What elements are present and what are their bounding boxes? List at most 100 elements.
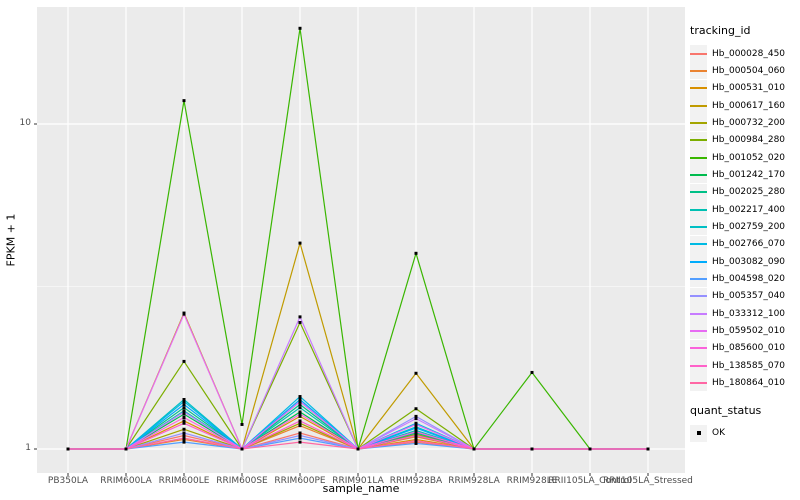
legend-key-line xyxy=(690,191,707,194)
data-point xyxy=(182,406,186,410)
legend-key-box xyxy=(690,287,707,305)
legend-key-box xyxy=(690,424,707,442)
x-tick-label: RRIM901LA xyxy=(332,476,384,486)
x-tick-label: RRIM928LE xyxy=(506,476,558,486)
data-point xyxy=(240,447,244,451)
x-tick-label: RRIM928LA xyxy=(448,476,500,486)
legend-item-label: Hb_001242_170 xyxy=(712,169,786,180)
x-axis-title: sample_name xyxy=(322,482,400,495)
data-point xyxy=(182,419,186,423)
data-point xyxy=(182,421,186,425)
legend-key-line xyxy=(690,243,707,246)
legend-item-Hb_059502_010: Hb_059502_010 xyxy=(690,322,785,340)
legend-key-line xyxy=(690,225,707,228)
y-tick-label: 1 xyxy=(25,443,31,453)
x-tick-label: RRIM600SE xyxy=(216,476,268,486)
legend-key-box xyxy=(690,79,707,97)
legend-key-line xyxy=(690,121,707,124)
legend-item-Hb_001242_170: Hb_001242_170 xyxy=(690,166,786,184)
x-tick-label: RRIM928BA xyxy=(389,476,443,486)
legend-key-line xyxy=(690,173,707,176)
legend-key-box xyxy=(690,97,707,115)
data-point xyxy=(182,359,186,363)
data-point xyxy=(182,431,186,435)
data-point xyxy=(414,251,418,255)
data-point xyxy=(298,241,302,245)
data-point xyxy=(182,410,186,414)
legend-item-Hb_000028_450: Hb_000028_450 xyxy=(690,45,786,63)
data-point xyxy=(530,370,534,374)
legend: tracking_id Hb_000028_450 Hb_000504_060 Hb… xyxy=(690,24,785,442)
legend-item-label: Hb_001052_020 xyxy=(712,152,786,163)
legend-item-Hb_002217_400: Hb_002217_400 xyxy=(690,201,786,219)
legend-item-label: Hb_002766_070 xyxy=(712,239,786,250)
data-point xyxy=(298,410,302,414)
data-point xyxy=(66,447,70,451)
legend-key-line xyxy=(690,312,707,315)
data-point xyxy=(414,439,418,443)
data-point xyxy=(298,406,302,410)
legend-item-Hb_004598_020: Hb_004598_020 xyxy=(690,270,786,288)
data-point xyxy=(298,431,302,435)
legend-item-label: Hb_138585_070 xyxy=(712,360,786,371)
data-point xyxy=(298,436,302,440)
data-point xyxy=(298,315,302,319)
legend-key-line xyxy=(690,364,707,367)
legend-key-box xyxy=(690,45,707,63)
legend-title-quant-status: quant_status xyxy=(690,403,762,417)
legend-key-box xyxy=(690,131,707,149)
x-tick-label: RRIM600LA xyxy=(100,476,152,486)
x-tick-label: RRIM600PE xyxy=(274,476,326,486)
legend-title-tracking-id: tracking_id xyxy=(690,24,751,37)
legend-key-line xyxy=(690,329,707,332)
legend-key-line xyxy=(690,381,707,384)
data-point xyxy=(298,419,302,423)
data-point xyxy=(472,447,476,451)
legend-key-box xyxy=(690,357,707,375)
data-point xyxy=(414,371,418,375)
data-point xyxy=(182,99,186,103)
legend-item-Hb_000732_200: Hb_000732_200 xyxy=(690,114,785,132)
x-tick-label: RRII105LA_Control xyxy=(548,476,632,486)
legend-key-box xyxy=(690,339,707,357)
data-point xyxy=(182,403,186,407)
legend-key-line xyxy=(690,69,707,72)
legend-item-label: Hb_004598_020 xyxy=(712,273,786,284)
legend-item-label: Hb_002217_400 xyxy=(712,204,786,215)
data-point xyxy=(124,447,128,451)
legend-item-Hb_002759_200: Hb_002759_200 xyxy=(690,218,785,236)
data-point xyxy=(298,421,302,425)
legend-key-line xyxy=(690,52,707,55)
data-point xyxy=(414,430,418,434)
panel-background xyxy=(37,7,685,473)
legend-key-box xyxy=(690,166,707,184)
legend-item-quant-status: OK xyxy=(690,424,785,442)
legend-key-box xyxy=(690,149,707,167)
legend-item-label: Hb_005357_040 xyxy=(712,291,786,302)
legend-key-box xyxy=(690,218,707,236)
legend-item-Hb_002025_280: Hb_002025_280 xyxy=(690,183,785,201)
legend-key-line xyxy=(690,347,707,350)
legend-item-Hb_033312_100: Hb_033312_100 xyxy=(690,305,785,323)
data-point xyxy=(298,424,302,428)
legend-key-box xyxy=(690,114,707,132)
y-tick-label: 10 xyxy=(19,118,31,128)
data-point xyxy=(298,412,302,416)
legend-key-line xyxy=(690,260,707,263)
legend-key-box xyxy=(690,253,707,271)
data-point xyxy=(182,427,186,431)
legend-item-Hb_000504_060: Hb_000504_060 xyxy=(690,62,785,80)
legend-item-label: Hb_000028_450 xyxy=(712,48,786,59)
data-point xyxy=(414,422,418,426)
data-point xyxy=(298,403,302,407)
data-point xyxy=(530,447,534,451)
legend-key-line xyxy=(690,156,707,159)
data-point xyxy=(414,434,418,438)
legend-key-line xyxy=(690,295,707,298)
data-point xyxy=(414,407,418,411)
legend-key-box xyxy=(690,322,707,340)
legend-key-box xyxy=(690,305,707,323)
legend-item-Hb_138585_070: Hb_138585_070 xyxy=(690,357,786,375)
x-tick-label: RRII105LA_Stressed xyxy=(603,476,693,486)
legend-item-Hb_180864_010: Hb_180864_010 xyxy=(690,374,785,392)
